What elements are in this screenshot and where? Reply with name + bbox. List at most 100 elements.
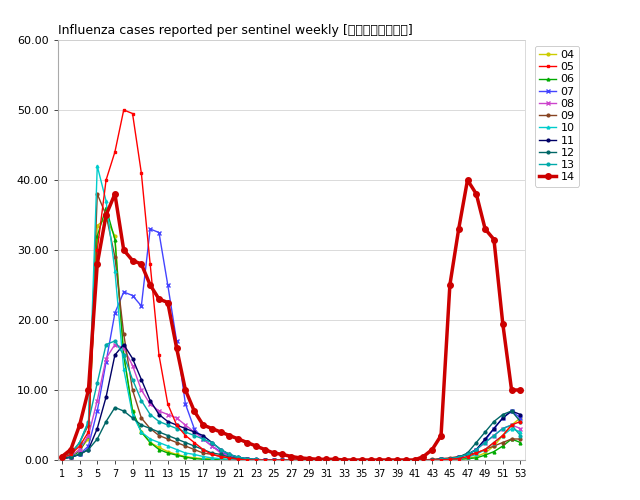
11 <box>340 457 348 463</box>
10 <box>349 457 356 463</box>
07 <box>367 457 374 463</box>
06 <box>190 456 198 462</box>
05 <box>376 457 383 463</box>
13 <box>376 457 383 463</box>
08 <box>428 457 436 463</box>
06 <box>102 205 110 211</box>
14 <box>420 454 428 460</box>
04 <box>58 455 66 461</box>
10 <box>367 457 374 463</box>
04 <box>516 415 524 421</box>
08 <box>376 457 383 463</box>
10 <box>234 457 242 463</box>
05 <box>243 457 251 463</box>
10 <box>58 455 66 461</box>
09 <box>93 191 101 197</box>
14 <box>323 456 330 462</box>
11 <box>190 429 198 435</box>
05 <box>367 457 374 463</box>
Line: 07: 07 <box>60 227 522 462</box>
14 <box>367 457 374 463</box>
06 <box>376 457 383 463</box>
12 <box>252 457 260 463</box>
Legend: 04, 05, 06, 07, 08, 09, 10, 11, 12, 13, 14: 04, 05, 06, 07, 08, 09, 10, 11, 12, 13, … <box>535 46 579 186</box>
09 <box>252 457 260 463</box>
08 <box>516 426 524 432</box>
14 <box>340 457 348 463</box>
07 <box>349 457 356 463</box>
06 <box>349 457 356 463</box>
06 <box>428 457 436 463</box>
12 <box>376 457 383 463</box>
08 <box>367 457 374 463</box>
12 <box>111 404 119 410</box>
09 <box>190 446 198 452</box>
Line: 14: 14 <box>60 177 523 463</box>
14 <box>516 387 524 393</box>
09 <box>58 454 66 460</box>
09 <box>367 457 374 463</box>
05 <box>428 457 436 463</box>
07 <box>376 457 383 463</box>
06 <box>516 440 524 446</box>
07 <box>58 456 66 462</box>
11 <box>120 342 127 347</box>
07 <box>516 415 524 421</box>
06 <box>340 457 348 463</box>
11 <box>349 457 356 463</box>
Line: 10: 10 <box>61 164 522 462</box>
11 <box>428 457 436 463</box>
09 <box>340 457 348 463</box>
07 <box>190 426 198 432</box>
05 <box>120 107 127 113</box>
09 <box>349 457 356 463</box>
09 <box>428 456 436 462</box>
07 <box>147 226 154 232</box>
Line: 11: 11 <box>61 343 522 462</box>
12 <box>367 457 374 463</box>
12 <box>516 418 524 424</box>
13 <box>261 457 269 463</box>
Text: Influenza cases reported per sentinel weekly [定点当たり報告数]: Influenza cases reported per sentinel we… <box>58 24 412 38</box>
Line: 08: 08 <box>60 342 522 462</box>
10 <box>428 457 436 463</box>
Line: 13: 13 <box>61 340 522 462</box>
11 <box>516 412 524 418</box>
04 <box>428 457 436 463</box>
06 <box>58 456 66 462</box>
Line: 12: 12 <box>61 406 522 462</box>
04 <box>349 457 356 463</box>
04 <box>376 457 383 463</box>
04 <box>226 457 234 463</box>
13 <box>340 457 348 463</box>
10 <box>516 429 524 435</box>
09 <box>376 457 383 463</box>
13 <box>190 432 198 438</box>
05 <box>516 418 524 424</box>
12 <box>428 457 436 463</box>
08 <box>252 457 260 463</box>
10 <box>340 457 348 463</box>
14 <box>182 387 189 393</box>
11 <box>367 457 374 463</box>
08 <box>340 457 348 463</box>
09 <box>516 436 524 442</box>
11 <box>376 457 383 463</box>
04 <box>367 457 374 463</box>
07 <box>428 457 436 463</box>
Line: 09: 09 <box>61 192 522 462</box>
12 <box>340 457 348 463</box>
12 <box>349 457 356 463</box>
05 <box>190 440 198 446</box>
08 <box>111 342 119 347</box>
07 <box>252 457 260 463</box>
08 <box>349 457 356 463</box>
11 <box>261 457 269 463</box>
14 <box>332 456 339 462</box>
12 <box>190 443 198 449</box>
05 <box>349 457 356 463</box>
06 <box>217 457 225 463</box>
04 <box>340 457 348 463</box>
10 <box>190 452 198 458</box>
14 <box>358 457 365 463</box>
